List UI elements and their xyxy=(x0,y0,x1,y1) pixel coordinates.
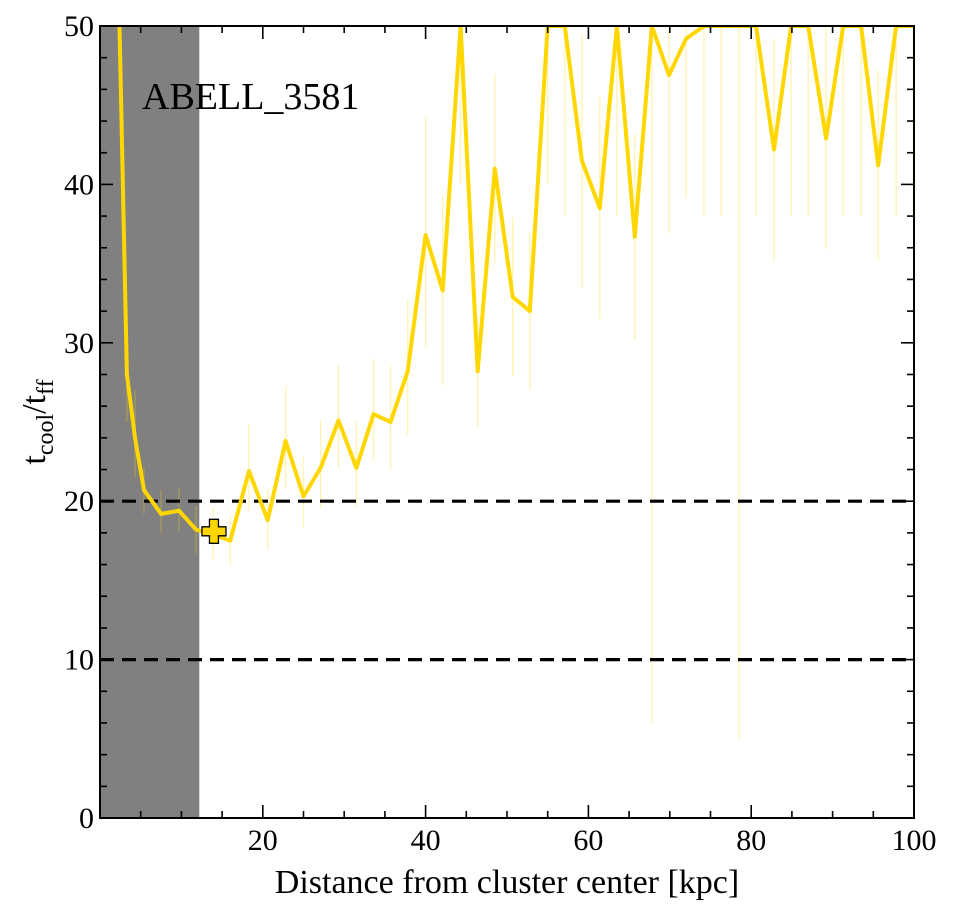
y-label-base: t xyxy=(16,455,53,465)
x-tick-label: 100 xyxy=(892,824,937,857)
x-tick-label: 40 xyxy=(411,824,441,857)
y-label-slash: /t xyxy=(16,394,53,413)
excluded-region-layer xyxy=(100,26,200,818)
x-tick-label: 20 xyxy=(248,824,278,857)
tick-labels-layer: 20 40 60 80 100 0 10 20 30 40 50 xyxy=(64,10,937,857)
highlight-marker xyxy=(201,518,227,544)
series-line xyxy=(117,26,914,543)
x-axis-label: Distance from cluster center [kpc] xyxy=(275,864,739,901)
y-tick-label: 20 xyxy=(64,485,94,518)
y-label-sub-cool: cool xyxy=(33,414,59,456)
y-label-sub-ff: ff xyxy=(33,379,59,395)
excluded-region xyxy=(100,26,200,818)
marker-layer xyxy=(201,518,227,544)
y-tick-label: 10 xyxy=(64,644,94,677)
y-tick-label: 0 xyxy=(79,802,94,835)
y-axis-label: tcool/tff xyxy=(16,379,59,464)
ticks-layer xyxy=(99,25,915,819)
x-tick-label: 60 xyxy=(573,824,603,857)
plot-background xyxy=(100,26,914,818)
reference-lines-layer xyxy=(100,499,914,662)
y-tick-label: 30 xyxy=(64,327,94,360)
y-tick-label: 50 xyxy=(64,10,94,43)
y-tick-label: 40 xyxy=(64,168,94,201)
series-line-layer xyxy=(117,26,914,543)
cluster-name-annotation: ABELL_3581 xyxy=(142,76,359,118)
x-tick-label: 80 xyxy=(736,824,766,857)
